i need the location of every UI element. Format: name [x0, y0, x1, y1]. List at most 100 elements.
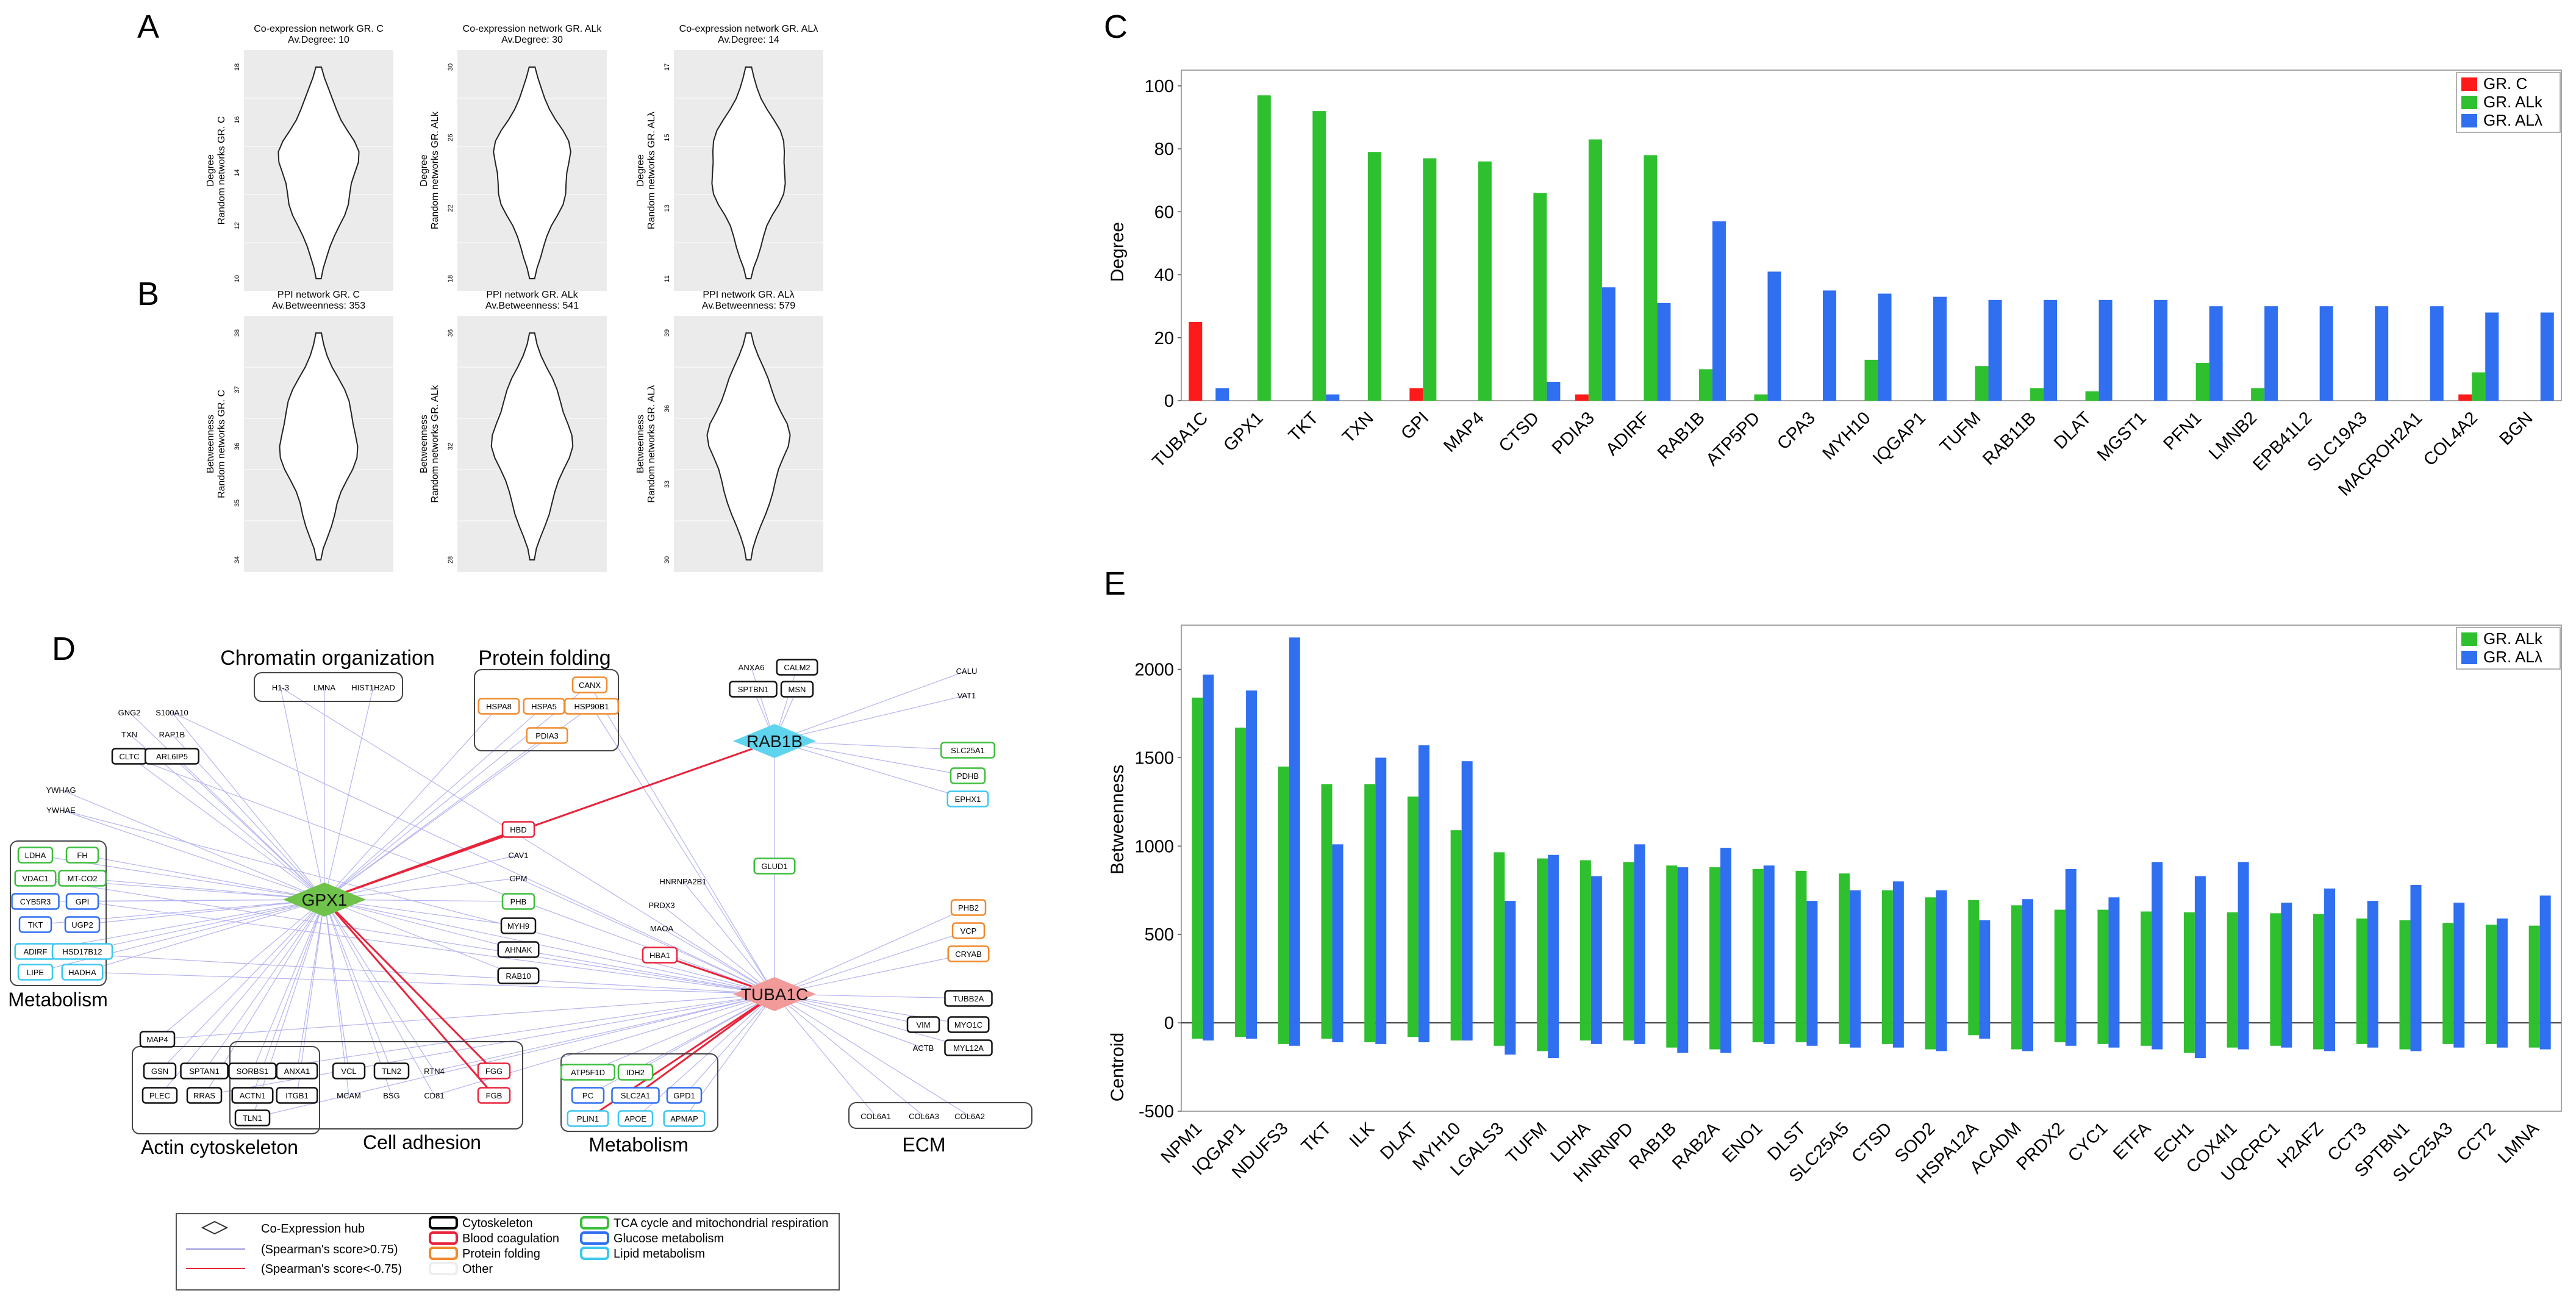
violin-tick-label: 38: [234, 329, 241, 337]
violin-subtitle: Av.Betweenness: 353: [272, 301, 365, 311]
positive-edge: [296, 899, 325, 1072]
node-map4-box: [139, 1031, 176, 1048]
node-sptbn1-box: [729, 681, 778, 698]
node-apoe: APOE: [624, 1114, 646, 1123]
node-fh-box: [65, 847, 99, 864]
legend-box: [176, 1213, 840, 1291]
node-gsn: GSN: [151, 1067, 168, 1076]
violin-title: PPI network GR. ALk: [486, 290, 578, 300]
positive-edge: [635, 993, 775, 1073]
x-tick-label: EPB41L2: [2249, 408, 2316, 474]
bar-neg-GRAL-RAB2A: [1720, 1023, 1731, 1053]
positive-edge: [35, 878, 775, 995]
positive-edge: [60, 809, 325, 900]
y-tick-label: 80: [1154, 140, 1174, 159]
node-vcp-box: [951, 922, 986, 939]
violin-tick-label: 30: [664, 556, 671, 564]
node-apmap: APMAP: [670, 1114, 698, 1123]
x-tick-label: PRDX2: [2013, 1119, 2069, 1174]
node-actb: ACTB: [913, 1044, 934, 1053]
node-vcp: VCP: [961, 926, 977, 936]
y-axis-label-negative: Centroid: [1107, 1033, 1128, 1101]
bar-GRAL-NDUFS3: [1289, 637, 1300, 1023]
bar-GRALk-RAB11B: [2030, 388, 2044, 401]
node-bsg: BSG: [383, 1091, 399, 1100]
bar-GRAL-ENO1: [1763, 865, 1775, 1023]
positive-edge: [661, 904, 775, 995]
positive-edge: [434, 993, 775, 1072]
node-ahnak: AHNAK: [505, 945, 532, 954]
bar-GRAL-MACROH2A1: [2430, 306, 2444, 401]
bar-neg-GRALk-ILK: [1364, 1023, 1376, 1042]
violin-ylabel: Degree: [206, 154, 216, 187]
x-tick-label: PFN1: [2160, 408, 2206, 454]
node-plec-box: [141, 1087, 178, 1104]
violin-subtitle: Av.Betweenness: 579: [702, 301, 795, 311]
violin-title: Co-expression network GR. C: [254, 24, 384, 34]
node-hnrn: HNRNPA2B1: [659, 877, 706, 886]
hub-rab1b-shape: [733, 724, 816, 758]
bar-GRALk-ENO1: [1752, 868, 1764, 1023]
bar-GRAL-ILK: [1375, 757, 1387, 1023]
bar-GRAL-HNRNPD: [1634, 844, 1645, 1023]
bar-GRAL-MYH10: [1878, 293, 1892, 401]
bar-GRALk-ILK: [1364, 784, 1376, 1023]
bar-neg-GRALk-CCT3: [2356, 1023, 2367, 1044]
bar-neg-GRALk-HSPA12A: [1968, 1023, 1980, 1036]
node-hbd-box: [501, 821, 535, 838]
y-tick-label: 500: [1145, 925, 1174, 945]
y-tick-label: 40: [1154, 266, 1174, 285]
node-vat1: VAT1: [957, 691, 976, 700]
bar-neg-GRAL-HSPA12A: [1979, 1023, 1991, 1039]
positive-edge: [587, 993, 775, 1073]
ecm-frame: [848, 1102, 1032, 1129]
violin-tick-label: 36: [234, 443, 241, 450]
bar-neg-GRAL-LGALS3: [1504, 1023, 1516, 1055]
positive-edge: [82, 878, 325, 900]
bar-neg-GRAL-RAB1B: [1677, 1023, 1689, 1053]
positive-edge: [324, 899, 435, 1072]
bar-neg-GRALk-PRDX2: [2054, 1023, 2066, 1042]
y-tick-label: -500: [1139, 1102, 1174, 1122]
node-canx-box: [571, 676, 608, 693]
bar-GRALk-UQCRC1: [2270, 913, 2281, 1023]
plot-frame: [1181, 70, 2562, 401]
legend-blood-label: Blood coagulation: [462, 1232, 559, 1245]
node-prdx3: PRDX3: [648, 901, 674, 910]
node-tln2: TLN2: [382, 1067, 401, 1076]
bar-neg-GRAL-ENO1: [1763, 1023, 1775, 1044]
positive-edge: [324, 899, 435, 1096]
bar-neg-GRALk-COX4I1: [2227, 1023, 2238, 1048]
legend-label: GR. ALk: [2483, 93, 2543, 111]
node-rtn4: RTN4: [424, 1067, 445, 1076]
positive-edge: [159, 899, 325, 1072]
node-hbd: HBD: [510, 825, 526, 834]
positive-edge: [280, 687, 775, 995]
node-hsd-box: [51, 943, 113, 960]
x-tick-label: LMNA: [2494, 1119, 2543, 1167]
bar-neg-GRAL-NPM1: [1203, 1023, 1214, 1041]
node-col6a2: COL6A2: [954, 1112, 985, 1121]
bar-GRAL-SLC25A3: [2453, 903, 2465, 1023]
node-mtco2-box: [58, 870, 107, 887]
positive-edge: [252, 993, 775, 1119]
adhesion-frame: [229, 1041, 523, 1130]
node-pdia3-box: [526, 727, 568, 744]
bar-GRAL-ATP5PD: [1767, 271, 1781, 401]
bar-GRAL-RAB1B: [1677, 867, 1689, 1023]
positive-edge: [60, 789, 325, 900]
node-ephx1: EPHX1: [955, 795, 981, 804]
violin-ylabel-secondary: Random networks GR. C: [216, 116, 227, 225]
bar-GRALk-PDIA3: [1588, 139, 1602, 401]
y-tick-label: 0: [1164, 1014, 1174, 1033]
bar-GRAL-CCT3: [2367, 901, 2378, 1023]
bar-neg-GRAL-DLST: [1806, 1023, 1818, 1046]
node-slc25-box: [940, 742, 995, 759]
bar-GRAL-LMNB2: [2264, 306, 2278, 401]
node-pdhb-box: [950, 767, 986, 784]
bar-GRALk-TKT: [1312, 111, 1326, 401]
actin-frame: [132, 1046, 320, 1134]
bar-neg-GRALk-UQCRC1: [2270, 1023, 2281, 1046]
legend-other-label: Other: [462, 1262, 493, 1276]
